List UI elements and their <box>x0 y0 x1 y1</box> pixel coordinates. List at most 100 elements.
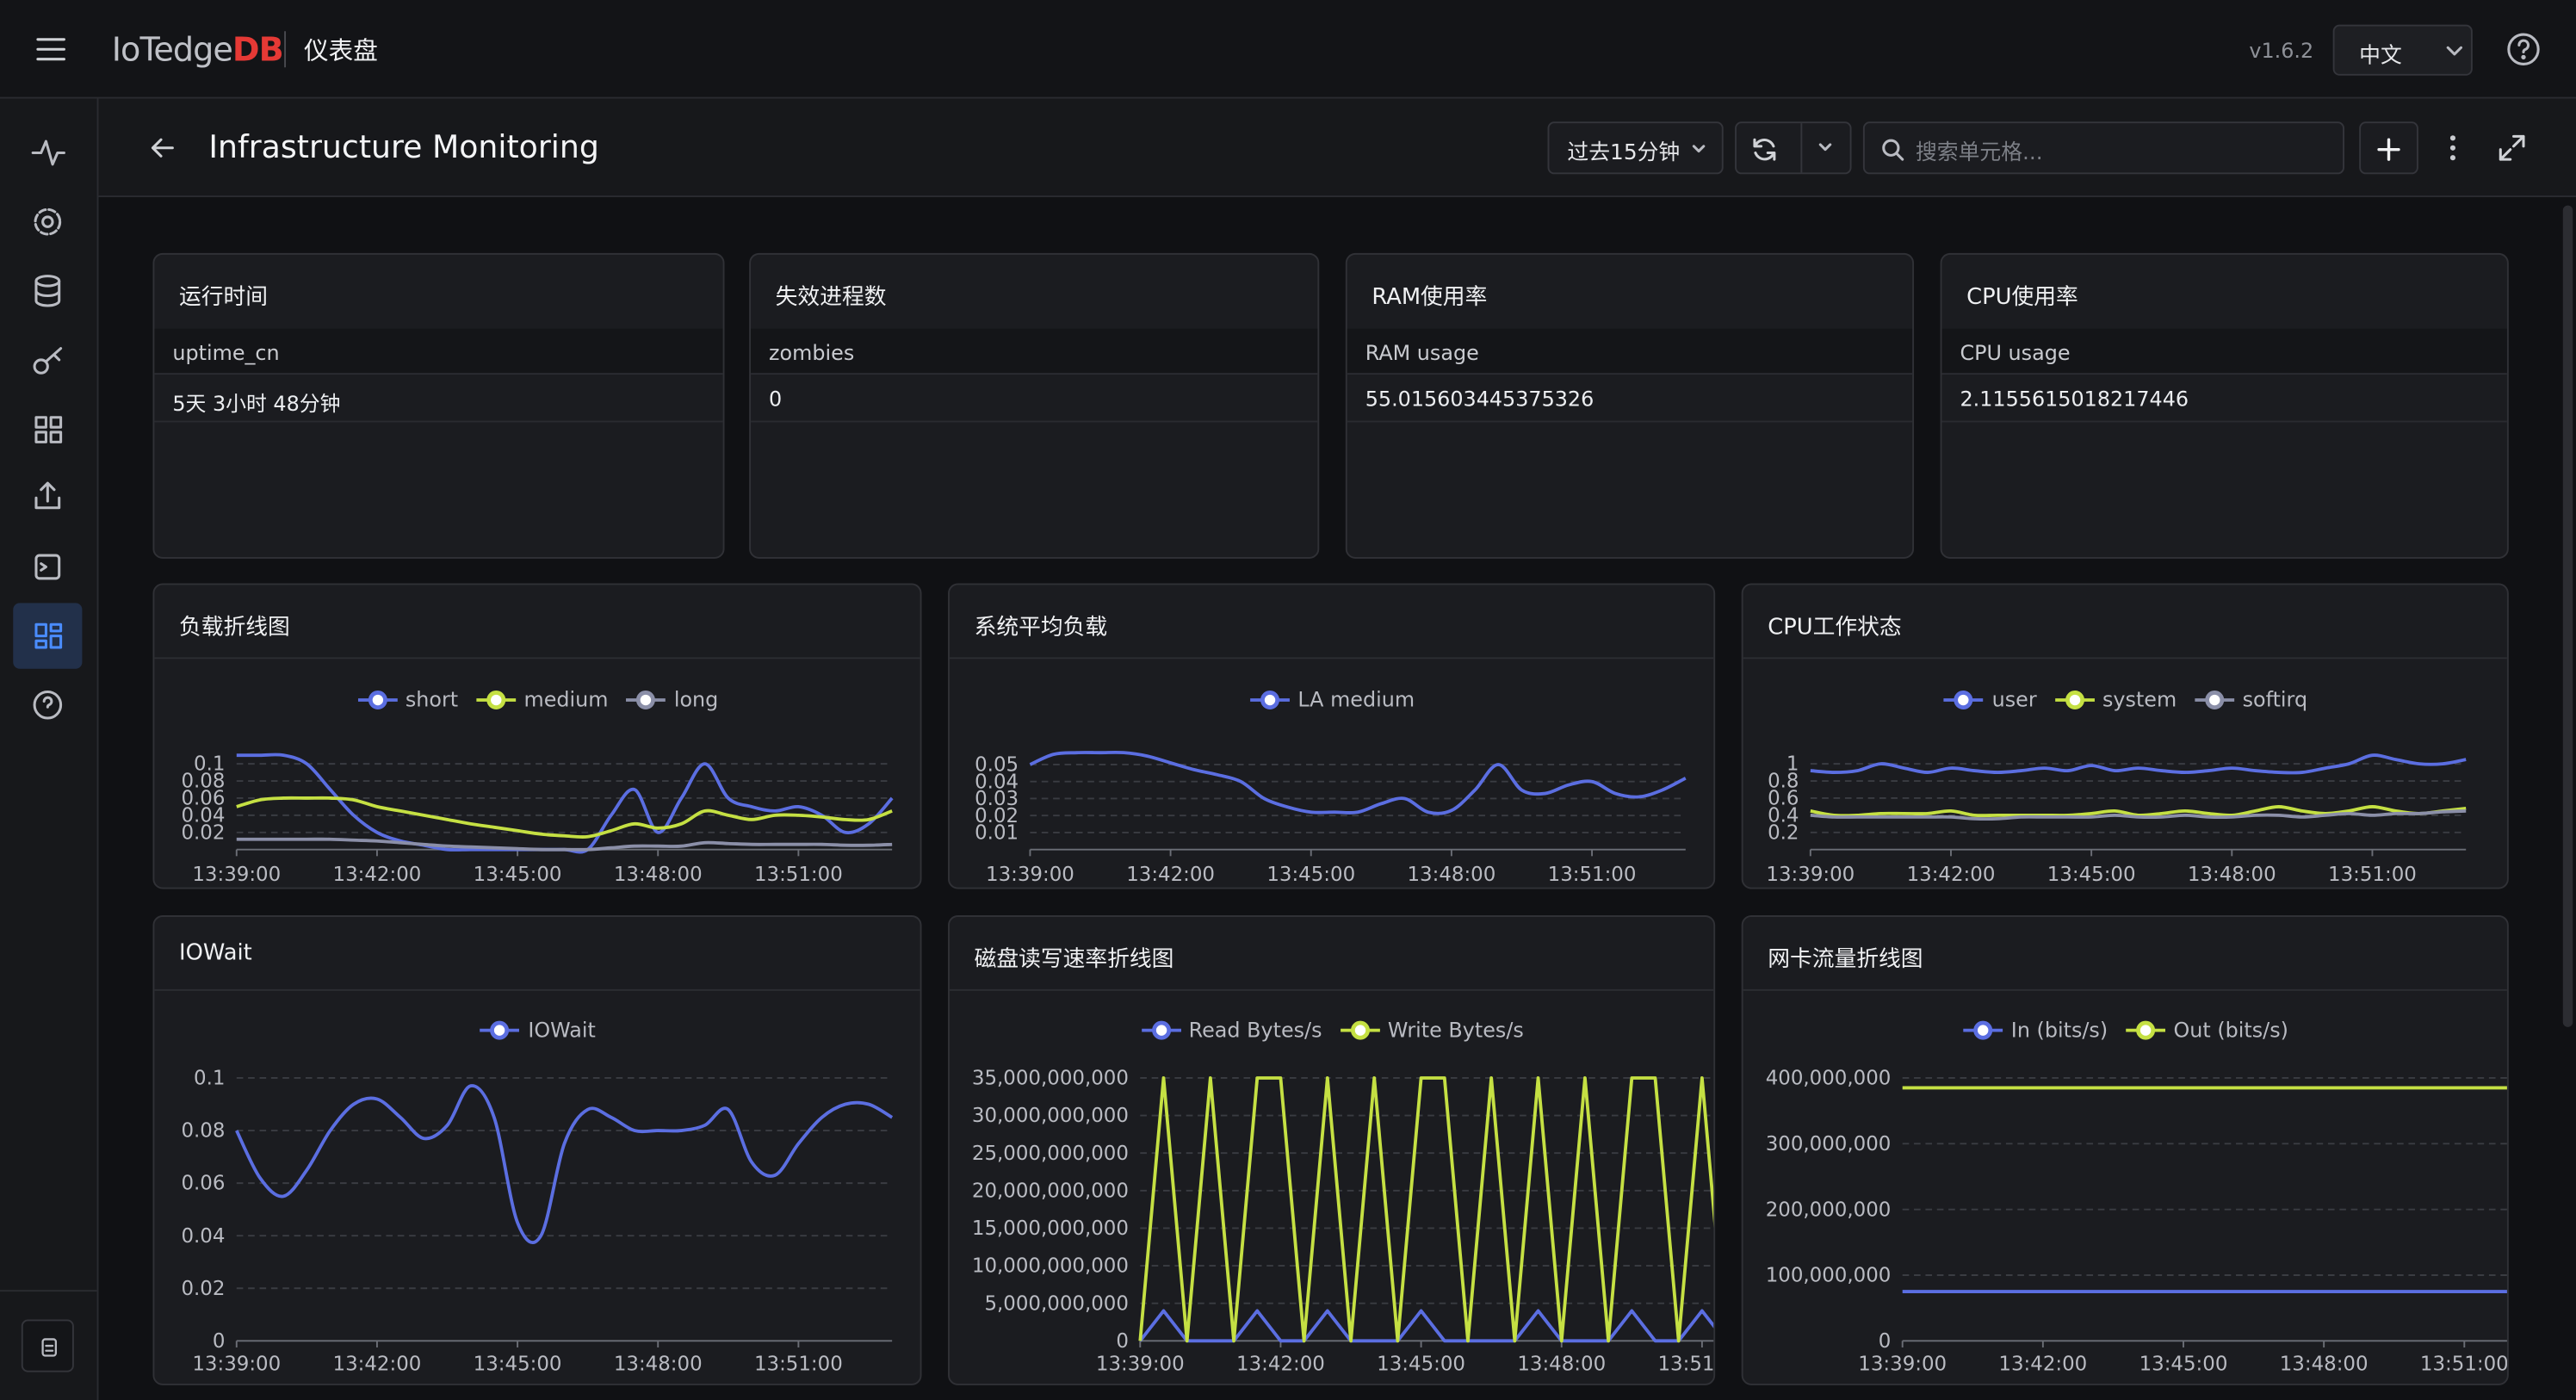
x-tick-label: 13:45:00 <box>474 1354 562 1376</box>
nav-monitor[interactable] <box>31 139 65 166</box>
time-range: 过去15分钟 <box>1567 141 1681 166</box>
legend: short medium long <box>154 686 920 712</box>
chart-panel: IOWait IOWait 0 0.02 0.04 0.06 0.08 0.1 13:39:00… <box>152 915 922 1385</box>
back-button[interactable] <box>146 132 179 164</box>
table-row: 0 <box>751 375 1318 423</box>
search-placeholder: 搜索单元格... <box>1915 141 2043 166</box>
series-line <box>1810 804 2467 818</box>
nav-apps[interactable] <box>34 416 63 443</box>
y-tick-label: 25,000,000,000 <box>972 1143 1129 1165</box>
nav-keys[interactable] <box>33 347 63 375</box>
legend-label: IOWait <box>528 1017 596 1042</box>
chart: 0.20.40.60.81 13:39:00 13:42:00 13:45:00 13:… <box>1766 753 2467 886</box>
stat-panel: 失效进程数 zombies 0 <box>749 252 1320 559</box>
search-input[interactable]: 搜索单元格... <box>1862 121 2345 175</box>
table-row: 55.015603445375326 <box>1347 375 1913 423</box>
y-tick-label: 0.04 <box>181 804 225 827</box>
panel-title-divider <box>154 657 920 660</box>
chart-panel: CPU工作状态 user system softirq 0.2 0.4 0.6 0.8 1 13:… <box>1741 583 2509 889</box>
nav-upload[interactable] <box>34 481 61 510</box>
scrollbar <box>2562 205 2573 1027</box>
legend-icon <box>357 690 398 709</box>
cell-value: 5天 3小时 48分钟 <box>172 391 341 416</box>
plus-icon <box>2377 138 2400 161</box>
sidebar <box>0 98 99 1400</box>
add-cell-button[interactable] <box>2359 121 2418 175</box>
x-tick-label: 13:42:00 <box>1126 864 1215 886</box>
dashboard-header: Infrastructure Monitoring 过去15分钟 搜索单元格..… <box>98 98 2576 198</box>
y-tick-label: 1 <box>1786 753 1799 776</box>
help-button[interactable] <box>2505 31 2542 67</box>
legend-item: In (bits/s) <box>1962 1017 2108 1042</box>
cell-value: 0 <box>769 386 783 412</box>
nav-dashboard[interactable] <box>34 623 63 649</box>
y-tick-label: 100,000,000 <box>1766 1265 1892 1287</box>
y-tick-label: 30,000,000,000 <box>972 1105 1129 1127</box>
stat-panel: RAM使用率 RAM usage 55.015603445375326 <box>1345 252 1915 559</box>
chart: 0 100,000,000 200,000,000 300,000,000 400,00… <box>1766 1068 2507 1376</box>
table-header: uptime_cn <box>154 328 723 375</box>
more-button[interactable] <box>2440 132 2467 164</box>
x-tick-label: 13:51:00 <box>754 1354 843 1376</box>
chevron <box>1692 145 1706 153</box>
y-tick-label: 0 <box>213 1330 226 1353</box>
table-row: 5天 3小时 48分钟 <box>154 375 723 423</box>
nav-icons <box>31 139 65 720</box>
chart: 0.020.040.060.080.1 13:39:00 13:42:00 13:45… <box>181 753 894 886</box>
legend-item: softirq <box>2193 686 2308 712</box>
time-range-select[interactable]: 过去15分钟 <box>1547 121 1724 175</box>
x-tick-label: 13:51:00 <box>1657 1354 1715 1376</box>
legend-label: medium <box>523 686 609 712</box>
y-tick-label: 0.6 <box>1768 788 1799 810</box>
chevron <box>2446 46 2463 56</box>
x-tick-label: 13:48:00 <box>2280 1354 2369 1376</box>
nav-terminal[interactable] <box>34 554 61 580</box>
cell-value: 2.1155615018217446 <box>1960 386 2189 412</box>
series-line <box>236 837 893 852</box>
legend-icon <box>1963 1019 2003 1039</box>
legend-label: Read Bytes/s <box>1188 1017 1322 1042</box>
series-line <box>235 1084 894 1244</box>
menu-button[interactable] <box>33 33 69 65</box>
panel-title: 负载折线图 <box>178 614 290 641</box>
divider <box>1800 123 1803 173</box>
panel-title-divider <box>1743 988 2507 991</box>
y-tick-label: 20,000,000,000 <box>972 1180 1129 1202</box>
legend-marker <box>1260 690 1279 709</box>
legend-label: In (bits/s) <box>2010 1017 2108 1042</box>
y-tick-label: 300,000,000 <box>1766 1133 1892 1155</box>
y-tick-label: 0.02 <box>181 1278 225 1300</box>
panel-title: IOWait <box>178 939 252 967</box>
legend-item: short <box>356 687 458 711</box>
collapse-button[interactable] <box>21 1319 74 1372</box>
fullscreen-button[interactable] <box>2496 132 2529 164</box>
x-tick-label: 13:39:00 <box>192 864 281 886</box>
refresh-interval-button[interactable] <box>1817 139 1833 156</box>
nav-database[interactable] <box>34 275 61 307</box>
x-tick-label: 13:45:00 <box>1377 1354 1465 1376</box>
legend-icon <box>626 690 666 709</box>
legend-marker <box>2205 690 2225 709</box>
language-select[interactable]: 中文 <box>2332 24 2473 76</box>
legend-item: Write Bytes/s <box>1339 1017 1524 1042</box>
db-icon <box>41 1338 58 1357</box>
refresh-group <box>1735 121 1852 175</box>
legend-item: Read Bytes/s <box>1139 1017 1322 1042</box>
x-tick-label: 13:39:00 <box>1766 864 1855 886</box>
refresh-button[interactable] <box>1749 134 1779 164</box>
legend-label: Out (bits/s) <box>2173 1017 2288 1042</box>
logo[interactable]: IoTedgeDB <box>112 29 284 69</box>
y-tick-label: 0.2 <box>1768 821 1799 844</box>
table-header: zombies <box>751 328 1318 375</box>
x-tick-label: 13:51:00 <box>754 864 843 886</box>
panel-title-divider <box>154 988 920 991</box>
legend: user system softirq <box>1743 686 2507 712</box>
legend-label: softirq <box>2242 686 2308 712</box>
y-tick-label: 10,000,000,000 <box>972 1255 1129 1278</box>
y-tick-label: 200,000,000 <box>1766 1199 1892 1221</box>
nav-settings[interactable] <box>34 208 62 236</box>
nav-help[interactable] <box>33 690 63 720</box>
legend-item: Out (bits/s) <box>2124 1017 2288 1042</box>
panel-title: 运行时间 <box>178 284 269 311</box>
